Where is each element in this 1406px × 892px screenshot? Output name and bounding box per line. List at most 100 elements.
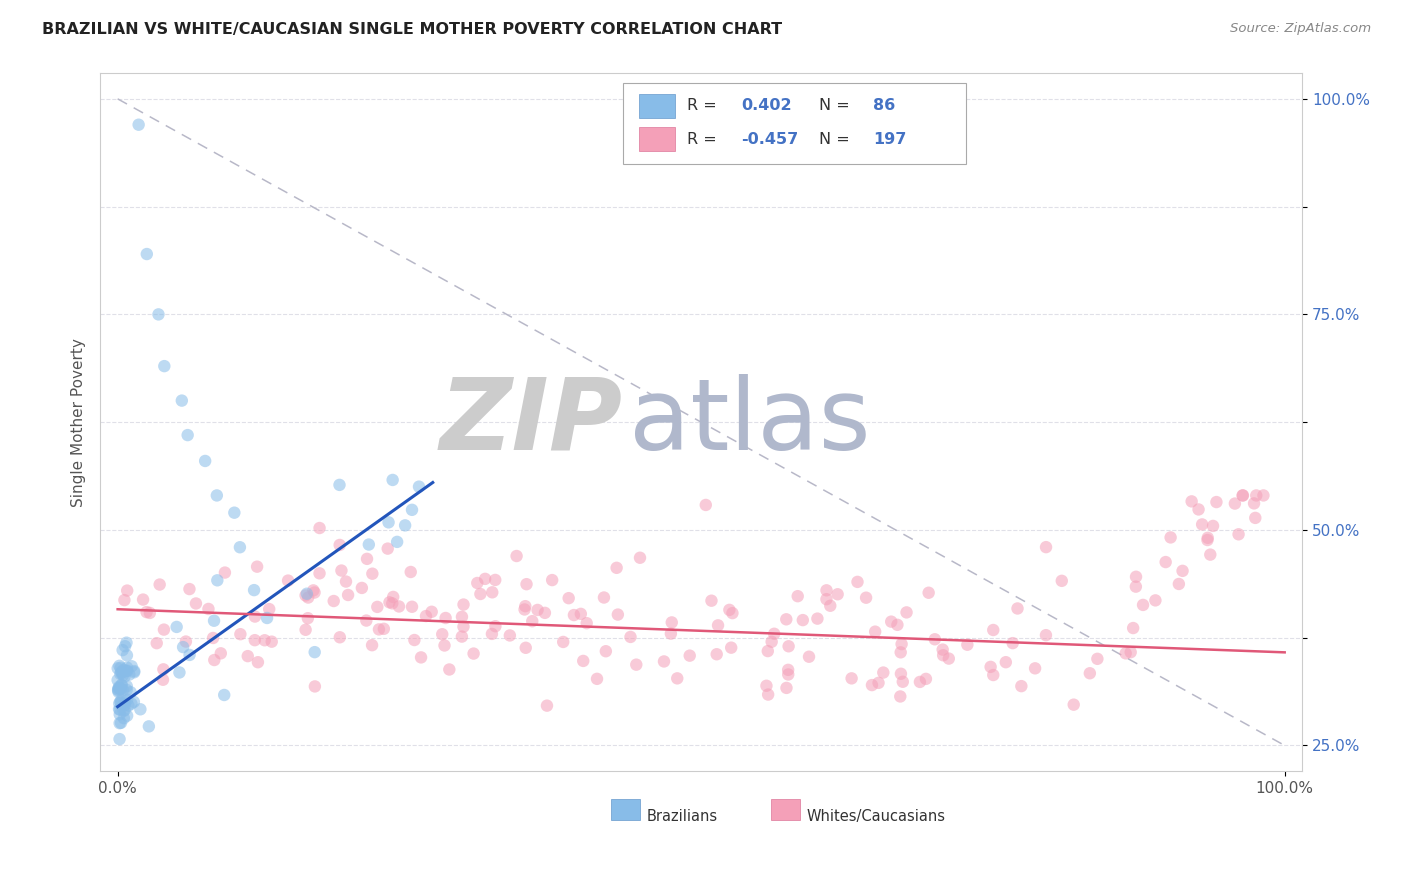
Point <box>382 590 405 604</box>
Point <box>797 649 820 664</box>
Point <box>337 588 360 602</box>
Point <box>118 667 141 681</box>
Point <box>243 633 266 648</box>
Point <box>932 648 955 663</box>
Point <box>841 671 863 685</box>
Point <box>361 566 384 581</box>
Point <box>463 647 485 661</box>
Text: -0.457: -0.457 <box>741 132 799 147</box>
Point <box>775 681 797 695</box>
Point <box>453 598 475 612</box>
Point <box>243 583 266 598</box>
Point <box>122 695 145 709</box>
Point <box>536 698 558 713</box>
Point <box>202 653 225 667</box>
Point <box>108 732 131 747</box>
Point <box>1167 577 1189 591</box>
Point <box>890 637 912 651</box>
Point <box>260 634 283 648</box>
Point <box>846 574 869 589</box>
Point <box>763 627 786 641</box>
Point <box>297 611 319 625</box>
Point <box>526 603 548 617</box>
Point <box>679 648 702 663</box>
Point <box>107 661 129 675</box>
Point <box>202 631 225 645</box>
Point <box>128 118 150 132</box>
Point <box>212 688 235 702</box>
Point <box>378 595 401 609</box>
Point <box>661 615 683 630</box>
Point <box>107 673 129 687</box>
Point <box>179 648 201 662</box>
Point <box>184 597 207 611</box>
Point <box>166 620 188 634</box>
Bar <box>612 799 640 821</box>
Point <box>1227 527 1250 541</box>
Point <box>224 506 246 520</box>
Point <box>1087 652 1109 666</box>
Point <box>432 627 454 641</box>
Point <box>1050 574 1073 588</box>
Text: N =: N = <box>818 132 855 147</box>
Point <box>381 596 404 610</box>
Point <box>1199 548 1222 562</box>
Point <box>827 587 849 601</box>
Point <box>434 611 457 625</box>
Point <box>470 587 492 601</box>
Point <box>1119 645 1142 659</box>
Point <box>304 585 326 599</box>
Point <box>401 503 423 517</box>
Point <box>700 593 723 607</box>
Point <box>1232 488 1254 502</box>
Point <box>385 534 408 549</box>
Point <box>381 473 404 487</box>
Point <box>778 663 800 677</box>
Point <box>595 644 617 658</box>
Point <box>256 611 278 625</box>
Point <box>135 247 157 261</box>
Point <box>115 635 138 649</box>
Point <box>135 605 157 619</box>
Point <box>304 680 326 694</box>
Point <box>366 599 388 614</box>
Point <box>401 599 423 614</box>
Point <box>889 690 911 704</box>
Point <box>108 681 131 696</box>
Point <box>1181 494 1204 508</box>
Point <box>1115 646 1137 660</box>
Point <box>1253 488 1275 502</box>
Point <box>1244 511 1267 525</box>
Point <box>868 676 890 690</box>
Point <box>855 591 877 605</box>
Point <box>108 702 131 716</box>
Point <box>756 688 779 702</box>
Point <box>415 609 437 624</box>
Point <box>207 574 229 588</box>
Point <box>209 646 232 660</box>
Point <box>659 626 682 640</box>
Point <box>110 694 132 708</box>
Point <box>110 666 132 681</box>
Point <box>121 659 143 673</box>
Point <box>628 550 651 565</box>
Bar <box>638 94 675 118</box>
Point <box>112 593 135 607</box>
Point <box>110 681 132 696</box>
Point <box>815 592 838 607</box>
Point <box>1132 598 1154 612</box>
Point <box>562 608 585 623</box>
Point <box>356 614 378 628</box>
Point <box>980 660 1002 674</box>
Point <box>499 628 522 642</box>
Y-axis label: Single Mother Poverty: Single Mother Poverty <box>72 338 86 507</box>
Point <box>761 634 783 648</box>
Point <box>863 624 886 639</box>
Point <box>1154 555 1177 569</box>
Point <box>110 678 132 692</box>
Bar <box>638 128 675 152</box>
Point <box>931 642 953 657</box>
Point <box>117 698 139 713</box>
Point <box>481 585 503 599</box>
Point <box>304 645 326 659</box>
